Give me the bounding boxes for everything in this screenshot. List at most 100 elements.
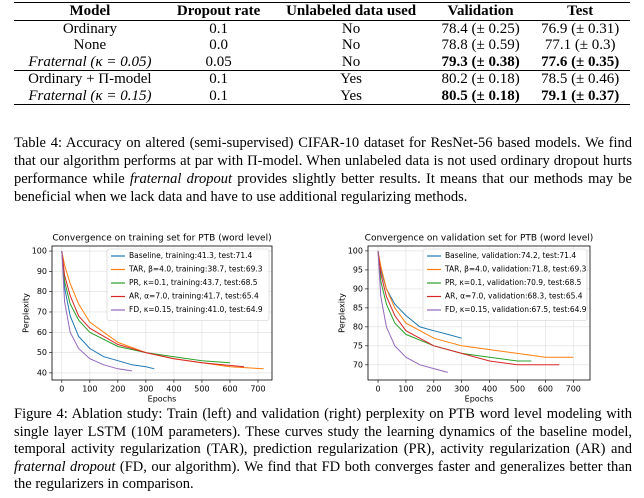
cell: 79.1 (± 0.37) xyxy=(541,87,620,104)
header-cell: Dropout rate xyxy=(176,3,261,19)
series-line xyxy=(61,251,155,370)
table-caption: Table 4: Accuracy on altered (semi-super… xyxy=(14,134,632,206)
cell: 0.1 xyxy=(209,71,228,87)
cell: 78.5 (± 0.46) xyxy=(541,71,620,87)
y-tick-label: 70 xyxy=(37,307,47,316)
caption-text: provides slightly better results. It mea… xyxy=(14,171,632,205)
cell: 78.8 (± 0.59) xyxy=(441,37,520,53)
figure-caption: Figure 4: Ablation study: Train (left) a… xyxy=(14,406,632,494)
results-table: Model Dropout rate Unlabeled data used V… xyxy=(14,2,630,105)
cell: 79.3 (± 0.38) xyxy=(441,53,520,70)
legend-label: TAR, β=4.0, training:38.7, test:69.3 xyxy=(128,265,263,274)
chart-title: Convergence on training set for PTB (wor… xyxy=(52,234,271,244)
cell: 80.5 (± 0.18) xyxy=(441,87,520,104)
x-tick-label: 700 xyxy=(250,385,265,394)
legend-label: AR, α=7.0, validation:68.3, test:65.4 xyxy=(445,292,583,301)
cell: 0.05 xyxy=(205,53,232,70)
x-tick-label: 100 xyxy=(82,385,97,394)
figure: Convergence on training set for PTB (wor… xyxy=(22,234,594,404)
x-tick-label: 400 xyxy=(166,385,181,394)
x-tick-label: 0 xyxy=(59,385,64,394)
cell: Fraternal (κ = 0.15) xyxy=(28,87,152,104)
y-tick-label: 80 xyxy=(37,287,47,296)
legend-label: TAR, β=4.0, validation:71.8, test:69.3 xyxy=(444,265,587,274)
chart-title: Convergence on validation set for PTB (w… xyxy=(365,234,594,244)
caption-text: fraternal dropout xyxy=(129,171,233,187)
header-cell: Unlabeled data used xyxy=(286,3,417,19)
series-line xyxy=(377,250,574,358)
y-tick-label: 90 xyxy=(37,267,47,276)
cell: No xyxy=(341,53,361,70)
cell: 0.1 xyxy=(209,20,228,37)
plot-frame xyxy=(51,245,273,381)
legend-label: Baseline, validation:74.2, test:71.4 xyxy=(445,251,576,260)
cell: Yes xyxy=(340,87,363,104)
cell: 77.1 (± 0.3) xyxy=(544,37,616,53)
y-tick-label: 50 xyxy=(37,348,47,357)
series-line xyxy=(377,250,560,366)
cell: Ordinary xyxy=(62,20,117,37)
x-tick-label: 600 xyxy=(538,385,553,394)
y-tick-label: 100 xyxy=(348,246,363,255)
y-tick-label: 75 xyxy=(353,341,363,350)
cell: 77.6 (± 0.35) xyxy=(541,53,620,70)
legend-label: AR, α=7.0, training:41.7, test:65.4 xyxy=(129,292,259,301)
header-cell: Test xyxy=(567,3,594,19)
y-axis-label: Perplexity xyxy=(338,293,347,333)
cell: 78.4 (± 0.25) xyxy=(441,20,520,37)
header-cell: Validation xyxy=(447,3,514,19)
caption-text: Table 4: Accuracy on altered (semi-super… xyxy=(14,135,632,187)
x-tick-label: 200 xyxy=(426,385,441,394)
cell: None xyxy=(73,37,107,53)
cell: Fraternal (κ = 0.05) xyxy=(28,53,152,70)
y-tick-label: 80 xyxy=(353,322,363,331)
cell: 0.0 xyxy=(209,37,228,53)
legend-label: PR, κ=0.1, training:43.7, test:68.5 xyxy=(129,278,258,287)
series-line xyxy=(61,251,132,372)
legend-label: Baseline, training:41.3, test:71.4 xyxy=(129,251,252,260)
caption-text: fraternal dropout xyxy=(14,458,116,475)
legend-label: FD, κ=0.15, validation:67.5, test:64.9 xyxy=(445,305,587,314)
x-tick-label: 300 xyxy=(138,385,153,394)
legend-box xyxy=(422,248,588,321)
legend-label: FD, κ=0.15, training:41.0, test:64.9 xyxy=(129,305,263,314)
legend-label: PR, κ=0.1, validation:70.9, test:68.5 xyxy=(445,278,582,287)
header-cell: Model xyxy=(69,3,111,19)
x-tick-label: 500 xyxy=(194,385,209,394)
legend-box xyxy=(106,248,270,321)
y-tick-label: 100 xyxy=(32,247,47,256)
cell: 0.1 xyxy=(209,87,228,104)
y-tick-label: 85 xyxy=(353,303,363,312)
series-line xyxy=(61,251,245,368)
caption-text: (FD, our algorithm). We find that FD bot… xyxy=(14,458,632,493)
series-line xyxy=(377,250,532,362)
x-axis-label: Epochs xyxy=(148,395,177,404)
x-tick-label: 500 xyxy=(510,385,525,394)
x-tick-label: 0 xyxy=(375,385,380,394)
y-tick-label: 70 xyxy=(353,360,363,369)
x-tick-label: 700 xyxy=(566,385,581,394)
cell: Yes xyxy=(340,71,363,87)
plot-frame xyxy=(367,245,591,381)
y-tick-label: 60 xyxy=(37,328,47,337)
y-tick-label: 40 xyxy=(37,368,47,377)
y-axis-label: Perplexity xyxy=(22,293,31,333)
x-axis-label: Epochs xyxy=(465,395,494,404)
x-tick-label: 400 xyxy=(482,385,497,394)
x-tick-label: 600 xyxy=(222,385,237,394)
x-tick-label: 300 xyxy=(454,385,469,394)
cell: No xyxy=(341,37,361,53)
series-line xyxy=(377,250,462,339)
cell: No xyxy=(341,20,361,37)
cell: 80.2 (± 0.18) xyxy=(441,71,520,87)
x-tick-label: 100 xyxy=(398,385,413,394)
cell: 76.9 (± 0.31) xyxy=(541,20,620,37)
y-tick-label: 90 xyxy=(353,284,363,293)
series-line xyxy=(377,250,448,373)
x-tick-label: 200 xyxy=(110,385,125,394)
y-tick-label: 95 xyxy=(353,265,363,274)
caption-text: Figure 4: Ablation study: Train (left) a… xyxy=(14,406,632,458)
cell: Ordinary + Π-model xyxy=(28,71,152,87)
series-line xyxy=(61,251,231,364)
